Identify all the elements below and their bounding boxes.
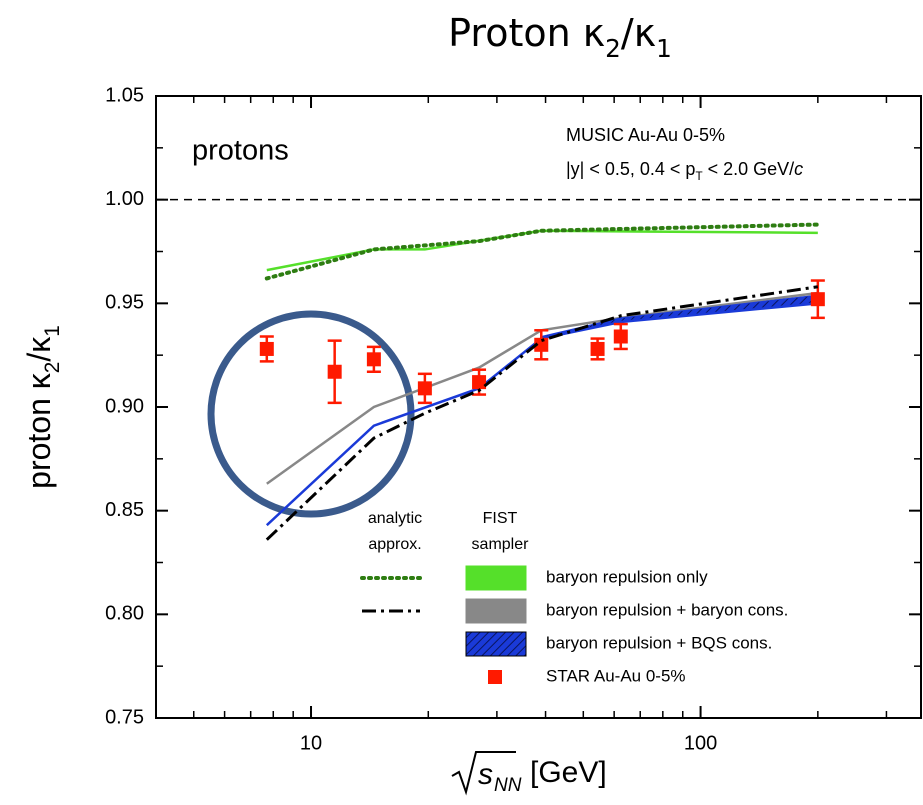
legend-label: baryon repulsion + baryon cons. (546, 600, 788, 619)
text-part: 2 (605, 34, 621, 63)
legend-swatch (465, 631, 527, 657)
chart-title: Proton κ2/κ1 (448, 11, 672, 63)
sqrt-sign (451, 751, 516, 796)
data-point (327, 364, 342, 379)
text-part: < 2.0 GeV/ (703, 159, 795, 179)
legend-marker (488, 670, 502, 684)
text-part: Proton κ (448, 11, 605, 55)
annotation: protons (192, 135, 289, 167)
y-tick-label: 0.95 (105, 292, 144, 314)
data-point (613, 329, 628, 344)
data-point (366, 352, 381, 367)
data-point (259, 341, 274, 356)
series-line (266, 229, 818, 272)
legend-swatch (465, 565, 527, 591)
legend-header: sampler (472, 536, 530, 553)
x-tick-label: 10 (300, 732, 322, 754)
series-line (265, 302, 818, 527)
y-tick-label: 0.85 (105, 499, 144, 521)
data-point (472, 375, 487, 390)
plot-frame (155, 95, 922, 719)
text-part: c (794, 159, 803, 179)
text-part: T (695, 170, 702, 183)
legend-swatch (465, 598, 527, 624)
text-part: /κ (21, 336, 57, 362)
x-tick-label: 100 (684, 732, 717, 754)
series-line (264, 222, 820, 281)
text-part: 1 (41, 325, 64, 337)
legend-header: FIST (483, 510, 518, 527)
x-axis-title: [GeV] (530, 756, 607, 789)
x-axis-title: s (478, 758, 493, 791)
text-part: /κ (621, 11, 656, 55)
text-part: 2 (41, 362, 64, 374)
text-part: proton κ (21, 372, 57, 489)
x-axis-title: NN (494, 775, 522, 796)
legend-label: STAR Au-Au 0-5% (546, 666, 686, 685)
data-point (534, 337, 549, 352)
y-tick-label: 1.05 (105, 84, 144, 106)
annotation: MUSIC Au-Au 0-5% (566, 125, 725, 145)
data-point (417, 381, 432, 396)
y-tick-label: 1.00 (105, 188, 144, 210)
y-tick-label: 0.80 (105, 603, 144, 625)
legend-header: analytic (368, 510, 422, 527)
y-tick-label: 0.75 (105, 706, 144, 728)
text-part: |y| < 0.5, 0.4 < p (566, 159, 695, 179)
series-line (265, 285, 819, 541)
data-point (810, 292, 825, 307)
highlight-circle (207, 310, 415, 518)
legend-header: approx. (368, 536, 421, 553)
data-point (590, 341, 605, 356)
text-part: 1 (656, 34, 672, 63)
annotation: |y| < 0.5, 0.4 < pT < 2.0 GeV/c (566, 159, 803, 183)
legend-label: baryon repulsion + BQS cons. (546, 633, 772, 652)
y-tick-label: 0.90 (105, 395, 144, 417)
y-axis-title: proton κ2/κ1 (21, 325, 64, 489)
legend-label: baryon repulsion only (546, 567, 708, 586)
